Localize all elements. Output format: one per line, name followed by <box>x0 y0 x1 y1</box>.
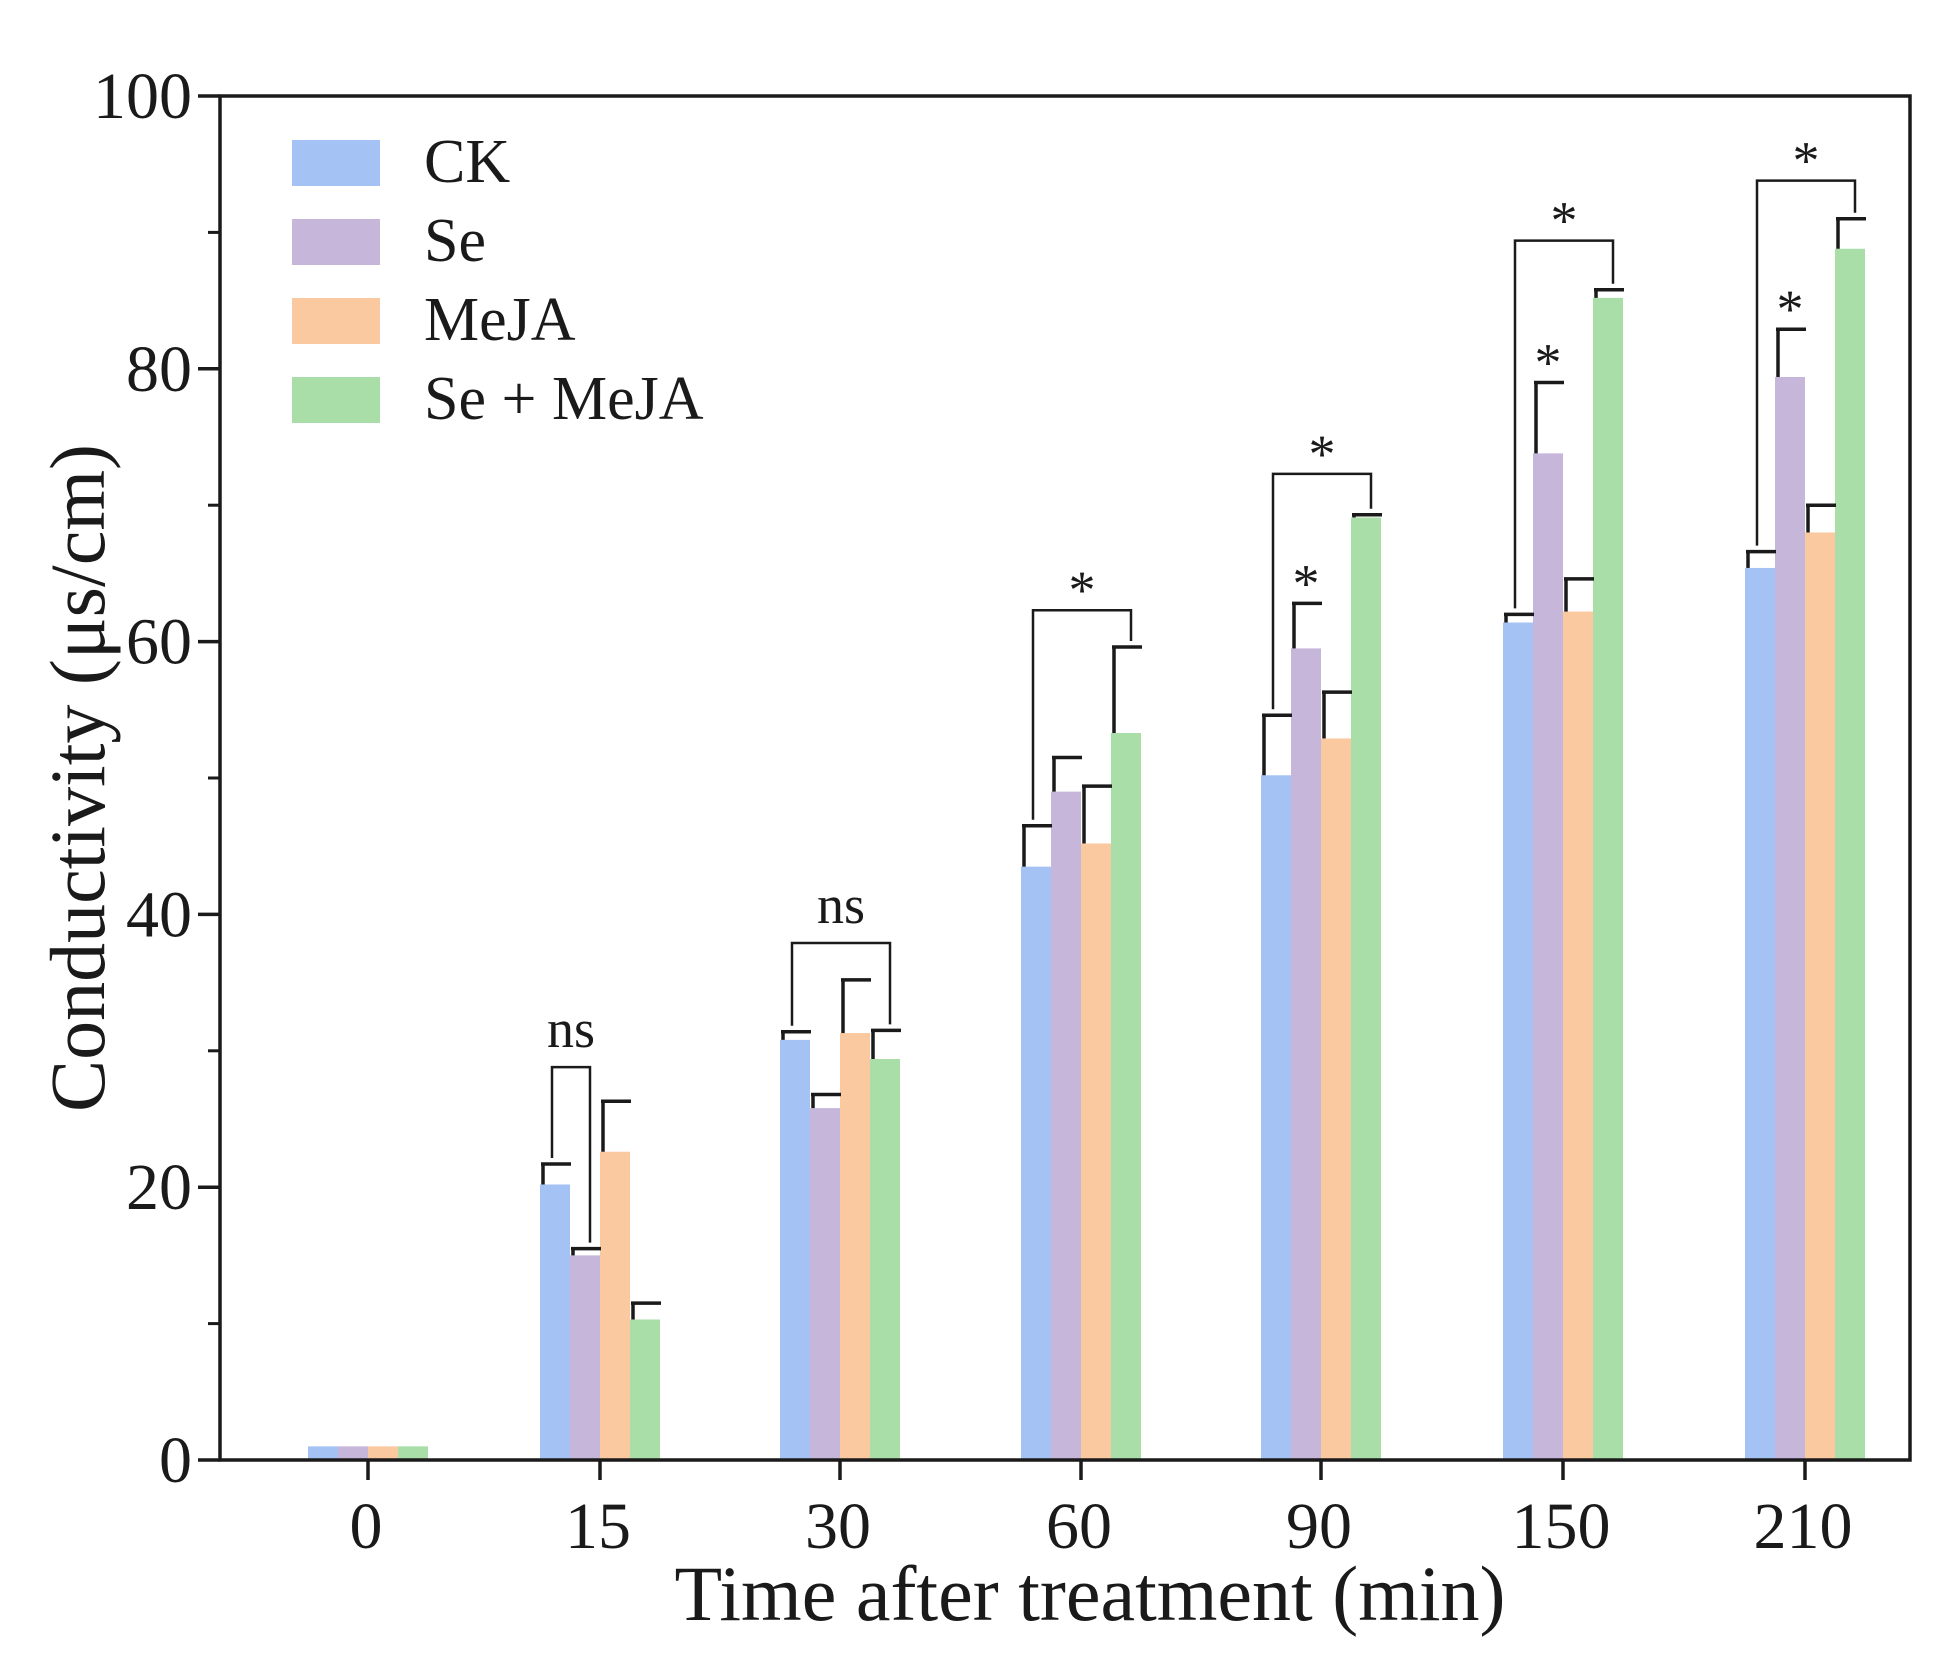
bar-se-t15 <box>570 1255 600 1460</box>
legend-label-ck: CK <box>424 128 510 196</box>
x-tick-label-30: 30 <box>805 1490 871 1563</box>
x-tick-label-15: 15 <box>565 1490 631 1563</box>
y-tick-label-80: 80 <box>126 333 192 406</box>
significance-label-t210: * <box>1793 131 1820 191</box>
significance-bracket-t60 <box>1031 608 1133 820</box>
bar-ck-t150 <box>1503 622 1533 1460</box>
bar-se-t150 <box>1533 453 1563 1460</box>
bar-se-meja-t60 <box>1111 732 1141 1460</box>
axes-layer: 0 20 40 60 80 100 0 15 30 60 90 150 210 <box>93 60 1853 1563</box>
significance-bracket-t150 <box>1513 239 1615 609</box>
legend-label-se: Se <box>424 207 486 275</box>
significance-label-t90: * <box>1309 424 1336 484</box>
x-tick-label-210: 210 <box>1754 1490 1853 1563</box>
y-tick-label-20: 20 <box>126 1151 192 1224</box>
bar-se-t60 <box>1051 791 1081 1460</box>
bar-se-meja-t150 <box>1593 297 1623 1460</box>
significance-bracket-t210 <box>1755 179 1857 546</box>
significance-label-t30: ns <box>817 875 865 935</box>
bar-se-meja-t0 <box>398 1446 428 1460</box>
significance-bracket-t30 <box>790 941 892 1026</box>
bar-ck-t60 <box>1021 866 1051 1460</box>
bar-se-t210 <box>1775 376 1805 1460</box>
significance-label-t60: * <box>1069 560 1096 620</box>
bar-se-meja-t15 <box>630 1319 660 1460</box>
y-tick-label-40: 40 <box>126 878 192 951</box>
x-axis-title: Time after treatment (min) <box>674 1550 1505 1637</box>
bar-meja-t0 <box>368 1446 398 1460</box>
significance-annotations: ns ns * * * * * * * <box>547 131 1857 1243</box>
y-tick-label-60: 60 <box>126 606 192 679</box>
significance-star-t90: * <box>1293 553 1320 613</box>
bar-se-t0 <box>338 1446 368 1460</box>
significance-label-t15: ns <box>547 999 595 1059</box>
significance-label-t150: * <box>1551 191 1578 251</box>
y-tick-label-0: 0 <box>159 1424 192 1497</box>
bar-se-meja-t30 <box>870 1058 900 1460</box>
bar-se-t90 <box>1291 648 1321 1460</box>
bars-layer <box>308 248 1865 1460</box>
bar-ck-t210 <box>1745 567 1775 1460</box>
legend-swatch-se <box>292 219 380 265</box>
y-tick-label-100: 100 <box>93 60 192 133</box>
legend-label-se-meja: Se + MeJA <box>424 365 704 433</box>
bar-ck-t90 <box>1261 775 1291 1460</box>
x-tick-label-0: 0 <box>350 1490 383 1563</box>
bar-meja-t150 <box>1563 611 1593 1460</box>
bar-meja-t210 <box>1805 532 1835 1460</box>
significance-bracket-t15 <box>550 1065 592 1243</box>
bar-se-meja-t210 <box>1835 248 1865 1460</box>
significance-bracket-t90 <box>1271 472 1373 710</box>
bar-meja-t30 <box>840 1033 870 1460</box>
legend-swatch-ck <box>292 140 380 186</box>
legend-label-meja: MeJA <box>424 286 576 354</box>
legend-swatch-meja <box>292 298 380 344</box>
bar-se-meja-t90 <box>1351 517 1381 1460</box>
bar-meja-t60 <box>1081 843 1111 1460</box>
significance-star-t210: * <box>1777 279 1804 339</box>
legend-swatch-se-meja <box>292 377 380 423</box>
x-tick-label-150: 150 <box>1512 1490 1611 1563</box>
bar-meja-t90 <box>1321 738 1351 1460</box>
legend: CK Se MeJA Se + MeJA <box>292 128 704 433</box>
bar-se-t30 <box>810 1108 840 1460</box>
error-bars-layer <box>541 217 1866 1320</box>
x-tick-label-60: 60 <box>1046 1490 1112 1563</box>
bar-meja-t15 <box>600 1151 630 1460</box>
bar-ck-t15 <box>540 1184 570 1460</box>
significance-star-t150: * <box>1535 332 1562 392</box>
x-tick-label-90: 90 <box>1286 1490 1352 1563</box>
y-axis-title: Conductivity (μs/cm) <box>34 444 121 1112</box>
bar-ck-t0 <box>308 1446 338 1460</box>
bar-ck-t30 <box>780 1039 810 1460</box>
